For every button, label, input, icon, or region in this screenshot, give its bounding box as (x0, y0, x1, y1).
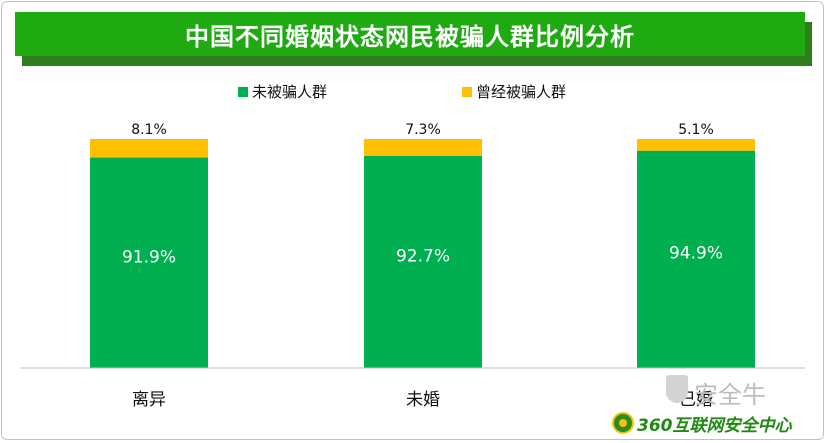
360-logo-icon (612, 412, 634, 434)
legend-swatch-1 (462, 87, 472, 97)
data-label-0-2: 94.9% (669, 244, 723, 264)
bars (90, 139, 755, 368)
legend-label-1: 曾经被骗人群 (476, 83, 566, 101)
brand-text: 360互联网安全中心 (637, 415, 792, 436)
data-label-1-2: 5.1% (678, 122, 714, 138)
watermark-text: 安全牛 (694, 381, 766, 409)
legend: 未被骗人群 曾经被骗人群 (238, 83, 566, 101)
data-label-0-0: 91.9% (122, 247, 176, 267)
bar-0-2 (637, 150, 755, 368)
bar-0-1 (364, 155, 482, 368)
legend-swatch-0 (238, 87, 248, 97)
brand: 360互联网安全中心 (612, 410, 792, 436)
data-labels: 91.9% 8.1% 92.7% 7.3% 94.9% 5.1% (122, 122, 723, 267)
bar-1-2 (637, 139, 755, 151)
legend-label-0: 未被骗人群 (252, 83, 327, 101)
bar-1-0 (90, 139, 208, 158)
watermark: 安全牛 (660, 375, 820, 409)
category-labels: 离异 未婚 已婚 (132, 390, 713, 410)
bar-1-1 (364, 139, 482, 156)
title-banner: 中国不同婚姻状态网民被骗人群比例分析 (15, 12, 805, 56)
bar-0-0 (90, 157, 208, 368)
category-label-0: 离异 (132, 390, 166, 410)
category-label-1: 未婚 (406, 390, 440, 410)
chart-title: 中国不同婚姻状态网民被骗人群比例分析 (185, 22, 635, 51)
shield-icon (666, 375, 688, 403)
data-label-1-0: 8.1% (131, 122, 167, 138)
data-label-0-1: 92.7% (396, 246, 450, 266)
data-label-1-1: 7.3% (405, 122, 441, 138)
